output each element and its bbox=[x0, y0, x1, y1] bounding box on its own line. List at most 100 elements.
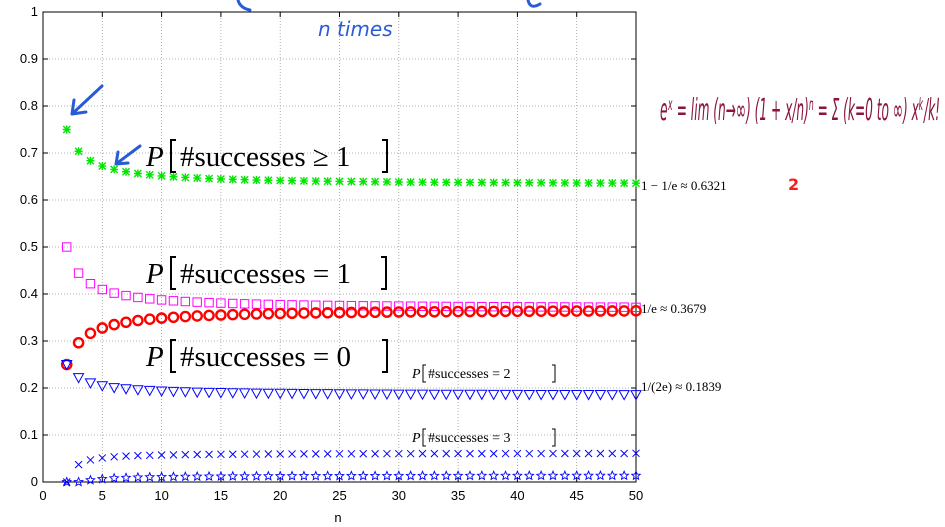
data-point bbox=[215, 388, 227, 399]
data-point bbox=[357, 389, 370, 400]
data-point bbox=[394, 177, 403, 186]
data-point bbox=[121, 290, 131, 301]
data-point bbox=[169, 450, 178, 459]
y-tick-label: 0 bbox=[31, 474, 38, 489]
data-point bbox=[192, 297, 202, 307]
data-point bbox=[406, 449, 415, 458]
data-point bbox=[523, 389, 536, 401]
data-point bbox=[274, 388, 287, 400]
data-point bbox=[417, 470, 428, 481]
data-point bbox=[632, 179, 640, 188]
data-point bbox=[251, 470, 262, 481]
bracket-left bbox=[422, 364, 426, 383]
data-point bbox=[512, 302, 523, 312]
data-point bbox=[570, 305, 583, 317]
data-point bbox=[155, 386, 168, 397]
data-point bbox=[618, 305, 630, 317]
data-point bbox=[608, 179, 617, 188]
data-point bbox=[110, 165, 119, 174]
data-point bbox=[335, 177, 344, 186]
data-point bbox=[392, 306, 405, 318]
data-point bbox=[335, 449, 344, 458]
data-point bbox=[238, 388, 251, 399]
data-point bbox=[537, 178, 546, 187]
data-point bbox=[394, 301, 404, 311]
data-point bbox=[132, 471, 144, 482]
data-point bbox=[298, 307, 310, 319]
data-point bbox=[167, 386, 180, 398]
data-point bbox=[228, 175, 237, 184]
y-tick-label: 0.5 bbox=[20, 239, 38, 254]
data-point bbox=[383, 449, 391, 458]
data-point bbox=[345, 306, 358, 319]
series-x bbox=[62, 449, 640, 486]
data-point bbox=[584, 449, 593, 458]
data-point bbox=[120, 316, 132, 329]
data-point bbox=[393, 470, 405, 481]
data-point bbox=[572, 449, 581, 458]
data-point bbox=[416, 389, 429, 401]
data-point bbox=[630, 469, 642, 481]
data-point bbox=[441, 301, 451, 312]
data-point bbox=[72, 336, 85, 349]
data-point bbox=[157, 171, 166, 180]
data-point bbox=[523, 305, 536, 318]
data-point bbox=[216, 174, 225, 183]
data-point bbox=[311, 177, 320, 186]
data-point bbox=[370, 301, 380, 311]
data-point bbox=[620, 449, 628, 458]
bracket-left bbox=[170, 256, 176, 290]
data-point bbox=[298, 470, 310, 481]
series-star bbox=[61, 469, 642, 487]
data-point bbox=[145, 294, 155, 304]
data-point bbox=[286, 388, 298, 400]
annotation-eq2-P: P bbox=[411, 367, 421, 382]
data-point bbox=[442, 449, 451, 458]
data-point bbox=[499, 389, 512, 401]
data-point bbox=[560, 302, 570, 312]
annotation-eq0: P #successes = 0 bbox=[145, 339, 388, 373]
data-point bbox=[133, 292, 143, 303]
data-point bbox=[122, 167, 131, 176]
data-point bbox=[180, 296, 191, 307]
data-point bbox=[440, 470, 452, 481]
data-point bbox=[333, 306, 346, 319]
data-point bbox=[475, 389, 488, 401]
data-point bbox=[323, 177, 332, 186]
data-point bbox=[120, 384, 132, 395]
x-tick-label: 45 bbox=[569, 488, 583, 503]
data-point bbox=[501, 449, 510, 458]
data-point bbox=[489, 449, 498, 458]
data-point bbox=[134, 451, 142, 460]
data-point bbox=[477, 301, 487, 312]
data-point bbox=[404, 389, 417, 401]
data-point bbox=[276, 176, 285, 185]
data-point bbox=[143, 313, 156, 325]
data-point bbox=[72, 373, 85, 384]
data-point bbox=[511, 305, 524, 318]
data-series bbox=[60, 125, 642, 487]
data-point bbox=[466, 449, 474, 458]
data-point bbox=[298, 388, 310, 400]
data-point bbox=[416, 306, 429, 318]
data-point bbox=[428, 389, 441, 401]
data-point bbox=[440, 389, 453, 401]
data-point bbox=[181, 173, 190, 182]
data-point bbox=[322, 470, 334, 481]
handwritten-digit: 2 bbox=[788, 175, 799, 194]
data-point bbox=[309, 389, 322, 400]
data-point bbox=[428, 470, 440, 481]
data-point bbox=[559, 305, 571, 317]
data-point bbox=[108, 318, 120, 331]
data-point bbox=[73, 476, 84, 487]
handwriting: n times 2 eˣ = lim (n→∞) (1 + x/n)ⁿ = Σ … bbox=[70, 0, 940, 194]
data-point bbox=[464, 305, 476, 318]
data-point bbox=[429, 301, 440, 312]
data-point bbox=[205, 174, 214, 183]
data-point bbox=[630, 305, 642, 317]
data-point bbox=[501, 178, 510, 187]
data-point bbox=[558, 389, 571, 401]
data-point bbox=[179, 387, 192, 398]
x-tick-label: 15 bbox=[214, 488, 228, 503]
data-point bbox=[239, 299, 250, 309]
